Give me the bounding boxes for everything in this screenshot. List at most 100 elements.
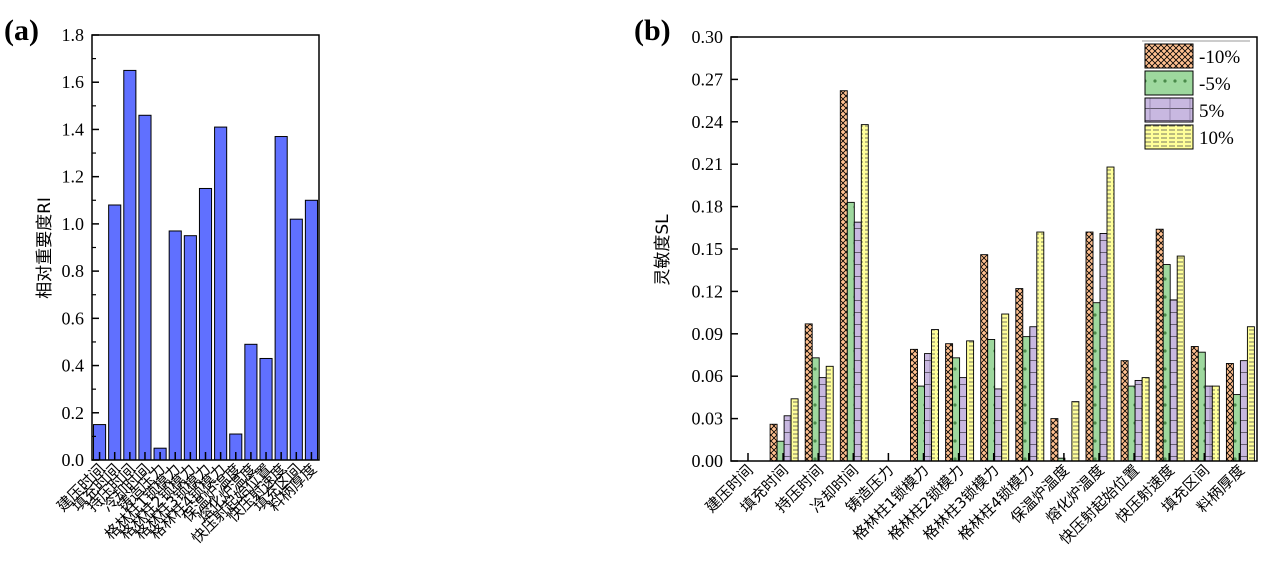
legend-swatch-0 — [1144, 43, 1194, 69]
bar-b-0-1 — [769, 423, 778, 462]
panel-a-y-axis-title: 相对重要度RI — [35, 197, 55, 299]
bar-a-6 — [183, 235, 197, 461]
y-tick-label-a-5: 1.0 — [62, 214, 85, 234]
bar-b-3-12 — [1176, 255, 1185, 462]
bar-b-2-10 — [1099, 233, 1108, 462]
bar-a-14 — [304, 199, 318, 461]
y-tick-label-a-6: 1.2 — [62, 167, 85, 187]
bar-a-5 — [168, 230, 182, 461]
legend-label-2: 5% — [1199, 101, 1225, 122]
bar-b-1-5 — [917, 385, 925, 462]
bar-b-3-14 — [1246, 326, 1255, 462]
legend-swatch-1 — [1144, 70, 1194, 96]
bar-b-0-9 — [1050, 418, 1059, 462]
legend-label-3: 10% — [1199, 128, 1234, 149]
bar-b-2-1 — [783, 415, 792, 462]
bar-b-3-11 — [1141, 377, 1150, 462]
y-tick-label-a-8: 1.6 — [62, 72, 85, 92]
bar-a-10 — [244, 343, 258, 461]
panel-a-label: (a) — [4, 14, 39, 47]
bar-b-0-5 — [910, 348, 918, 462]
bar-b-1-11 — [1127, 385, 1136, 462]
bar-a-7 — [198, 187, 213, 461]
y-tick-label-b-7: 0.21 — [692, 154, 724, 174]
panel-a-y-axis: 0.0 0.2 0.4 0.6 0.8 1.0 1.2 1.4 1.6 1.8 — [62, 25, 99, 470]
bar-b-2-8 — [1029, 326, 1038, 462]
bar-b-3-10 — [1106, 166, 1115, 462]
y-tick-label-b-4: 0.12 — [692, 281, 724, 301]
bar-a-11 — [259, 357, 273, 461]
legend-label-0: -10% — [1199, 47, 1240, 68]
y-tick-label-b-5: 0.15 — [692, 239, 724, 259]
bar-a-8 — [214, 126, 228, 461]
bar-b-2-7 — [994, 388, 1003, 462]
panel-a: (a) 0.0 0.2 0.4 0.6 0.8 1.0 1.2 1.4 1.6 1.8 建压时间填… — [4, 14, 320, 547]
bar-a-13 — [289, 218, 303, 461]
bar-b-0-13 — [1190, 346, 1199, 462]
panel-b-y-axis: 0.00 0.03 0.06 0.09 0.12 0.15 0.18 0.21 0.24 0.27… — [692, 27, 738, 471]
bar-b-2-3 — [853, 221, 862, 462]
legend-label-1: -5% — [1199, 74, 1231, 95]
y-tick-label-a-0: 0.0 — [62, 450, 85, 470]
y-tick-label-b-9: 0.27 — [692, 69, 724, 89]
y-tick-label-b-8: 0.24 — [692, 112, 724, 132]
y-tick-label-a-9: 1.8 — [62, 25, 85, 45]
bar-b-0-10 — [1085, 231, 1094, 462]
bar-a-1 — [108, 204, 122, 461]
bar-b-0-12 — [1155, 228, 1164, 462]
bar-b-3-6 — [966, 340, 975, 462]
bar-a-3 — [138, 114, 152, 461]
y-tick-label-b-2: 0.06 — [692, 366, 724, 386]
bar-b-1-12 — [1162, 264, 1171, 462]
legend-swatch-2 — [1144, 97, 1194, 123]
bar-b-3-8 — [1036, 231, 1045, 462]
bar-b-1-10 — [1092, 302, 1101, 462]
bar-b-2-14 — [1239, 360, 1248, 462]
bar-b-3-7 — [1001, 313, 1010, 462]
bar-b-0-2 — [804, 323, 813, 462]
bar-b-0-8 — [1015, 288, 1024, 462]
bar-b-2-5 — [924, 353, 932, 462]
y-tick-label-b-3: 0.09 — [692, 324, 724, 344]
bar-b-3-9 — [1071, 401, 1080, 462]
panel-b-label: (b) — [634, 14, 671, 47]
bar-b-2-11 — [1134, 379, 1143, 462]
bar-b-1-14 — [1232, 394, 1241, 462]
bar-b-3-5 — [931, 329, 939, 462]
bar-b-0-7 — [980, 254, 989, 462]
bar-b-0-11 — [1120, 360, 1129, 462]
bar-b-1-8 — [1022, 336, 1031, 462]
bar-b-1-3 — [846, 201, 855, 462]
bar-b-2-2 — [818, 377, 827, 462]
bar-b-2-13 — [1204, 385, 1213, 462]
bar-b-1-7 — [987, 339, 996, 462]
y-tick-label-a-2: 0.4 — [62, 356, 85, 376]
bar-b-0-14 — [1225, 363, 1234, 462]
y-tick-label-b-10: 0.30 — [692, 27, 724, 47]
y-tick-label-a-1: 0.2 — [62, 403, 85, 423]
bar-b-0-6 — [945, 343, 954, 462]
bar-b-3-3 — [860, 124, 869, 462]
y-tick-label-b-6: 0.18 — [692, 197, 724, 217]
panel-b-y-axis-title: 灵敏度SL — [653, 214, 673, 286]
y-tick-label-b-0: 0.00 — [692, 451, 724, 471]
bar-b-3-1 — [790, 398, 799, 462]
panel-b: (b) 0.00 0.03 0.06 0.09 0.12 0.15 0.18 0.21 0.24… — [634, 14, 1258, 548]
panel-b-x-axis: 建压时间填充时间持压时间冷却时间铸造压力格林柱1锁模力格林柱2锁模力格林柱3锁模… — [702, 453, 1248, 548]
bar-b-1-6 — [952, 357, 961, 462]
bar-b-1-13 — [1197, 351, 1206, 462]
panel-b-legend: -10% -5% 5% 10% — [1142, 40, 1250, 150]
y-tick-label-a-4: 0.8 — [62, 261, 85, 281]
bar-a-2 — [123, 69, 137, 461]
bar-a-12 — [274, 136, 288, 461]
y-tick-label-a-3: 0.6 — [62, 308, 85, 328]
y-tick-label-b-1: 0.03 — [692, 409, 724, 429]
y-tick-label-a-7: 1.4 — [62, 119, 85, 139]
panel-a-bars — [93, 69, 318, 461]
bar-b-0-3 — [839, 90, 848, 462]
bar-b-2-6 — [959, 377, 968, 462]
bar-b-3-2 — [825, 365, 834, 462]
legend-swatch-3 — [1144, 124, 1194, 150]
bar-b-3-13 — [1211, 385, 1220, 462]
